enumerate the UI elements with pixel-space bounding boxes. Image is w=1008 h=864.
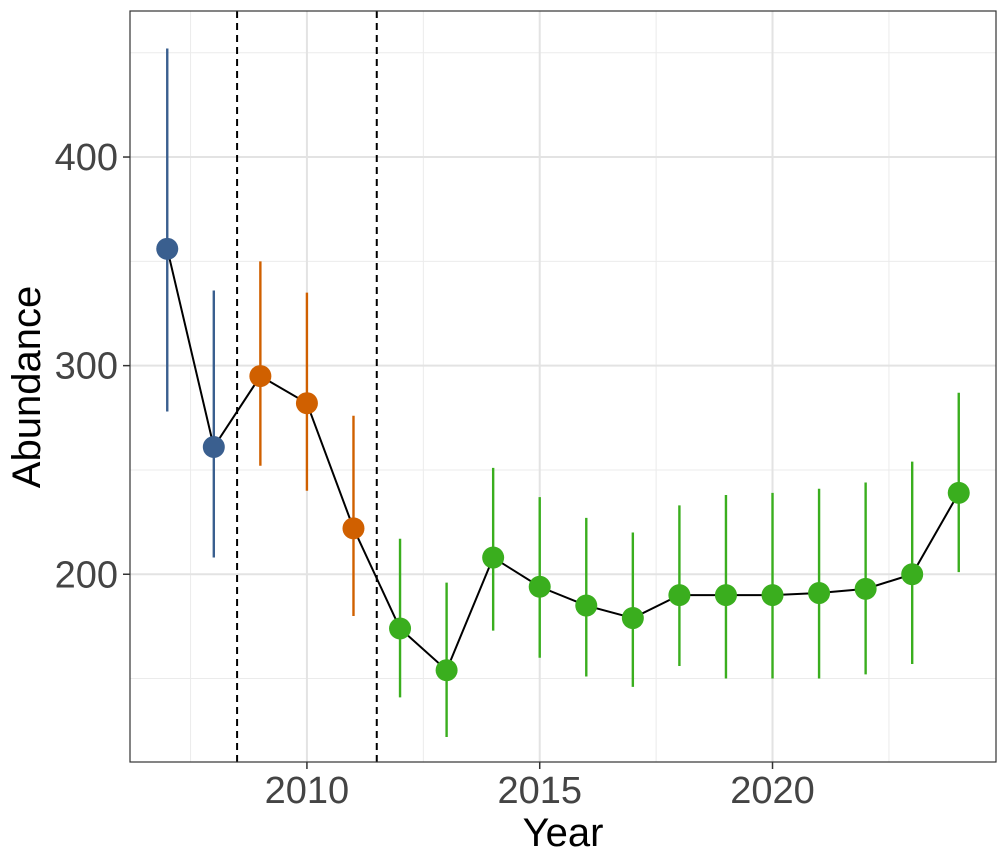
data-point	[482, 546, 505, 569]
plot-background	[130, 11, 996, 762]
data-point	[528, 575, 551, 598]
data-points	[156, 237, 970, 682]
data-point	[342, 517, 365, 540]
data-point	[575, 594, 598, 617]
data-point	[202, 435, 225, 458]
y-axis-title: Abundance	[5, 286, 49, 488]
x-tick-label: 2015	[497, 770, 582, 812]
y-tick-label: 200	[55, 554, 118, 596]
data-point	[156, 237, 179, 260]
data-point	[947, 481, 970, 504]
data-point	[761, 584, 784, 607]
y-tick-label: 400	[55, 137, 118, 179]
y-axis-ticks: 200 300 400	[55, 137, 130, 596]
x-tick-label: 2020	[730, 770, 815, 812]
plot-border	[129, 10, 997, 763]
data-point	[714, 584, 737, 607]
data-point	[808, 582, 831, 605]
y-tick-label: 300	[55, 346, 118, 388]
x-axis-title: Year	[523, 811, 604, 855]
x-tick-label: 2010	[265, 770, 350, 812]
data-point	[389, 617, 412, 640]
data-point	[621, 607, 644, 630]
data-point	[668, 584, 691, 607]
data-point	[249, 365, 272, 388]
data-point	[295, 392, 318, 415]
data-point	[435, 659, 458, 682]
reference-lines	[236, 11, 378, 762]
x-axis-ticks: 2010 2015 2020	[265, 762, 815, 812]
data-point	[854, 577, 877, 600]
data-point	[901, 563, 924, 586]
